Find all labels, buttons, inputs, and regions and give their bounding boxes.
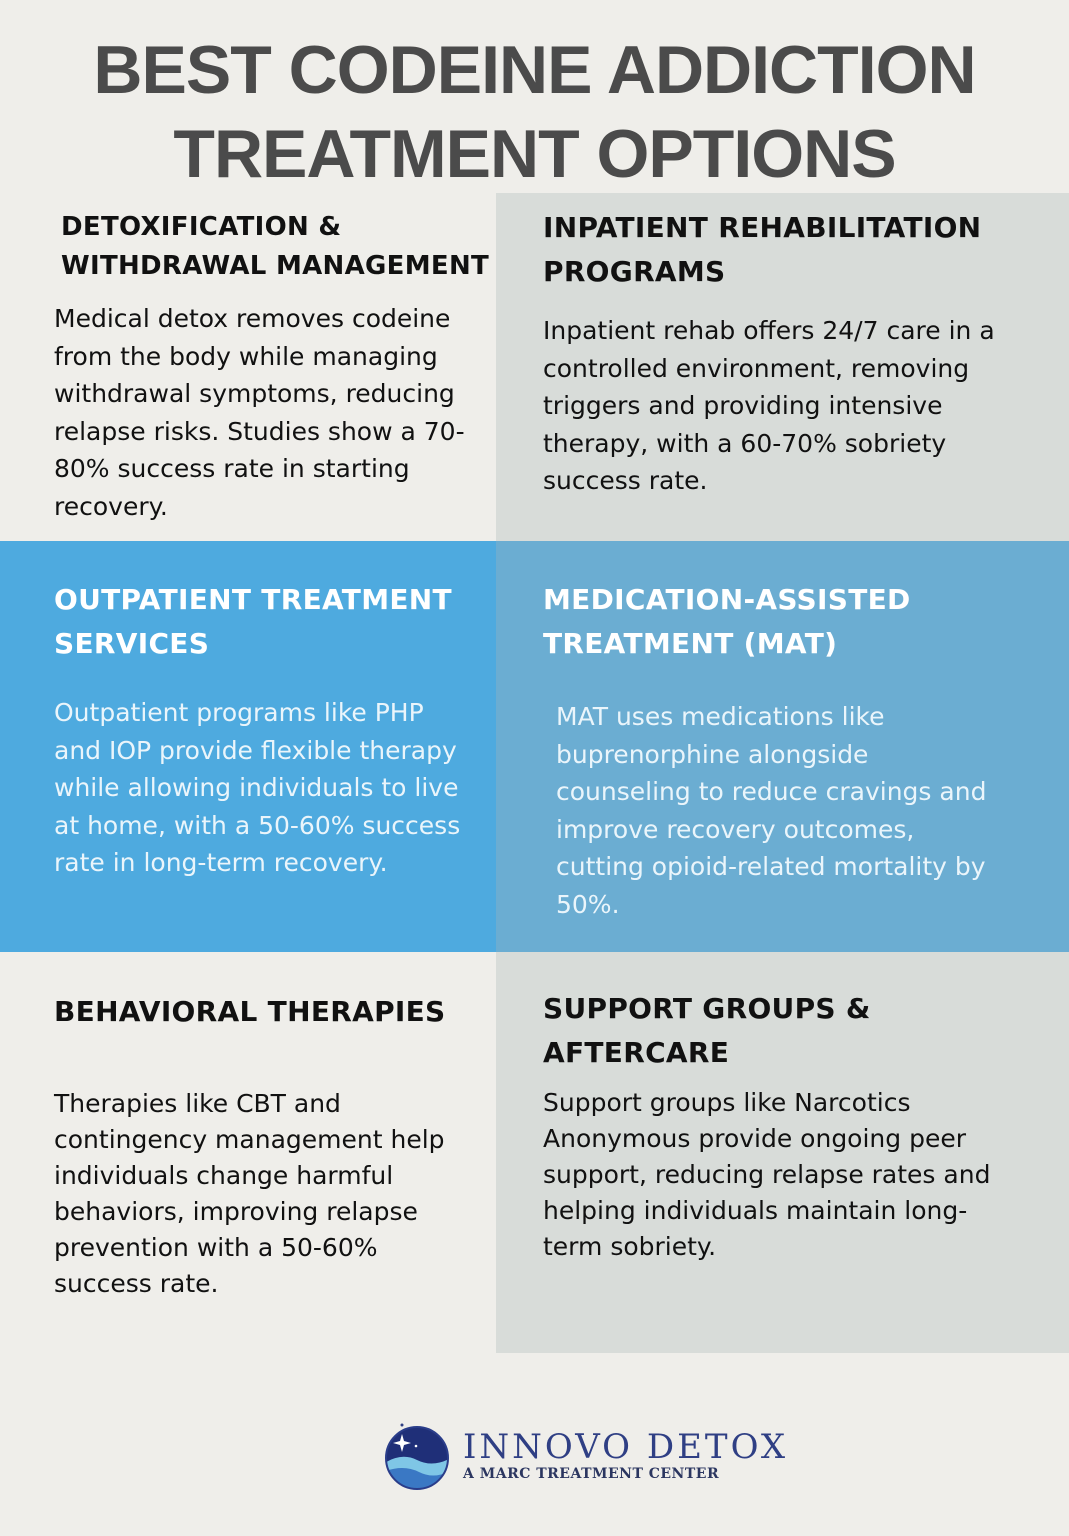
panel-bg-mat bbox=[496, 541, 1069, 952]
page-title: BEST CODEINE ADDICTION TREATMENT OPTIONS bbox=[0, 28, 1069, 196]
section-behavioral: BEHAVIORAL THERAPIES Therapies like CBT … bbox=[54, 990, 474, 1302]
section-body: Medical detox removes codeine from the b… bbox=[54, 304, 465, 521]
title-line-2: TREATMENT OPTIONS bbox=[173, 116, 896, 192]
section-body: Outpatient programs like PHP and IOP pro… bbox=[54, 698, 461, 877]
logo-tagline: A MARC TREATMENT CENTER bbox=[463, 1466, 720, 1482]
logo-name: INNOVO DETOX bbox=[463, 1427, 789, 1467]
section-heading: DETOXIFICATION & WITHDRAWAL MANAGEMENT bbox=[61, 212, 490, 281]
title-line-1: BEST CODEINE ADDICTION bbox=[93, 32, 976, 108]
section-detox: DETOXIFICATION & WITHDRAWAL MANAGEMENT bbox=[61, 208, 491, 286]
section-outpatient: OUTPATIENT TREATMENT SERVICES Outpatient… bbox=[54, 578, 474, 882]
section-body: Therapies like CBT and contingency manag… bbox=[54, 1089, 445, 1298]
section-heading: BEHAVIORAL THERAPIES bbox=[54, 995, 446, 1028]
section-heading: SUPPORT GROUPS & AFTERCARE bbox=[543, 992, 871, 1069]
section-mat: MEDICATION-ASSISTED TREATMENT (MAT) MAT … bbox=[543, 578, 1003, 923]
logo-text: INNOVO DETOX A MARC TREATMENT CENTER bbox=[463, 1428, 788, 1482]
section-heading: OUTPATIENT TREATMENT SERVICES bbox=[54, 583, 452, 660]
section-body: Support groups like Narcotics Anonymous … bbox=[543, 1088, 991, 1261]
section-body: Inpatient rehab offers 24/7 care in a co… bbox=[543, 316, 995, 495]
panel-bg-outpatient bbox=[0, 541, 496, 952]
globe-wave-star-icon bbox=[385, 1423, 449, 1490]
section-detox-body: Medical detox removes codeine from the b… bbox=[54, 300, 484, 525]
section-body: MAT uses medications like buprenorphine … bbox=[556, 702, 987, 919]
section-support: SUPPORT GROUPS & AFTERCARE Support group… bbox=[543, 987, 1003, 1265]
innovo-detox-logo: INNOVO DETOX A MARC TREATMENT CENTER bbox=[383, 1420, 788, 1490]
panel-bg-inpatient bbox=[496, 193, 1069, 541]
section-inpatient: INPATIENT REHABILITATION PROGRAMS Inpati… bbox=[543, 206, 1023, 500]
panel-bg-support bbox=[496, 952, 1069, 1353]
section-heading: INPATIENT REHABILITATION PROGRAMS bbox=[543, 211, 982, 288]
section-heading: MEDICATION-ASSISTED TREATMENT (MAT) bbox=[543, 583, 911, 660]
